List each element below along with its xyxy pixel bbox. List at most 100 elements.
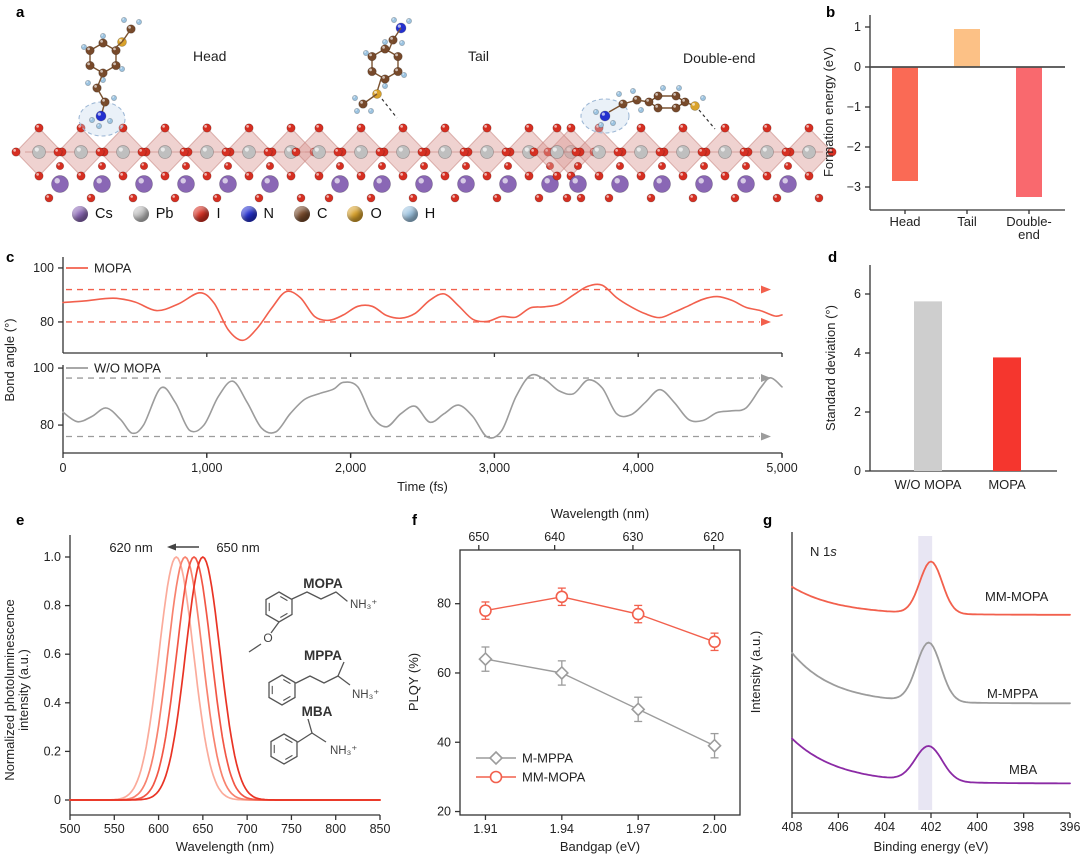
structure-image-tail — [291, 17, 599, 203]
svg-text:1: 1 — [854, 20, 861, 34]
svg-text:0.6: 0.6 — [44, 647, 61, 661]
svg-text:650: 650 — [468, 530, 489, 544]
svg-text:Formation energy (eV): Formation energy (eV) — [821, 47, 836, 177]
structure-label-double-end: Double-end — [683, 50, 756, 66]
svg-text:Head: Head — [889, 214, 920, 229]
panel-label-d: d — [828, 249, 838, 266]
svg-text:W/O MOPA: W/O MOPA — [94, 361, 161, 376]
svg-text:MOPA: MOPA — [94, 261, 132, 276]
svg-text:M-MPPA: M-MPPA — [987, 686, 1038, 701]
panel-label-e: e — [16, 512, 25, 529]
svg-text:N 1s: N 1s — [810, 544, 837, 559]
svg-text:6: 6 — [854, 287, 861, 301]
svg-text:Time (fs): Time (fs) — [397, 479, 448, 494]
svg-text:100: 100 — [33, 361, 54, 375]
svg-text:404: 404 — [874, 820, 895, 834]
atom-legend-item-o: O — [347, 206, 382, 222]
svg-text:Bond angle (°): Bond angle (°) — [2, 318, 17, 401]
svg-text:NH₃⁺: NH₃⁺ — [350, 599, 377, 611]
panel-label-c: c — [6, 249, 15, 266]
svg-text:Bandgap (eV): Bandgap (eV) — [560, 839, 640, 854]
atom-sphere-pb-icon — [132, 206, 149, 222]
svg-text:MOPA: MOPA — [988, 477, 1026, 492]
atom-sphere-cs-icon — [72, 206, 88, 222]
svg-text:4: 4 — [854, 346, 861, 360]
atom-symbol: O — [370, 206, 382, 222]
atom-symbol: H — [424, 206, 436, 222]
svg-text:−1: −1 — [847, 100, 861, 114]
atom-legend: Cs Pb I N C O H — [72, 206, 435, 222]
svg-text:MPPA: MPPA — [304, 648, 342, 663]
svg-text:40: 40 — [437, 735, 451, 749]
svg-text:2: 2 — [854, 405, 861, 419]
svg-text:620: 620 — [703, 530, 724, 544]
atom-legend-item-c: C — [294, 206, 327, 222]
svg-text:NH₃⁺: NH₃⁺ — [352, 689, 379, 701]
atom-symbol: Cs — [95, 206, 113, 222]
atom-sphere-o-icon — [347, 206, 364, 222]
svg-text:80: 80 — [40, 418, 54, 432]
svg-text:MBA: MBA — [302, 704, 333, 719]
svg-text:60: 60 — [437, 666, 451, 680]
svg-text:630: 630 — [622, 530, 643, 544]
svg-text:850: 850 — [370, 822, 391, 836]
svg-text:0: 0 — [54, 793, 61, 807]
atom-legend-item-i: I — [193, 206, 221, 222]
svg-text:Wavelength (nm): Wavelength (nm) — [551, 506, 650, 521]
svg-text:0.4: 0.4 — [44, 696, 61, 710]
svg-text:1.0: 1.0 — [44, 550, 61, 564]
atom-legend-item-pb: Pb — [132, 206, 174, 222]
svg-text:80: 80 — [40, 315, 54, 329]
atom-symbol: Pb — [155, 206, 174, 222]
svg-text:402: 402 — [921, 820, 942, 834]
svg-text:intensity (a.u.): intensity (a.u.) — [16, 649, 31, 731]
atom-sphere-h-icon — [401, 206, 418, 222]
chart-bond-angle: 100 80 MOPA 100 80 W/O MOPA 0 1,000 2,000 3,000 4,… — [2, 257, 798, 494]
structure-image-head — [11, 17, 319, 203]
structure-image-double-end — [529, 85, 837, 203]
svg-text:1,000: 1,000 — [191, 461, 222, 475]
atom-legend-item-n: N — [240, 206, 274, 222]
svg-text:640: 640 — [544, 530, 565, 544]
svg-text:20: 20 — [437, 805, 451, 819]
atom-sphere-n-icon — [240, 206, 257, 222]
svg-text:650: 650 — [192, 822, 213, 836]
chart-plqy: 1.91 1.94 1.97 2.00 650 640 630 620 Wavelength (… — [406, 506, 741, 854]
panel-label-b: b — [826, 4, 836, 21]
atom-legend-item-h: H — [401, 206, 436, 222]
svg-text:Double-: Double- — [1006, 214, 1052, 229]
chart-photoluminescence: 0 0.2 0.4 0.6 0.8 1.0 500 550 600 650 700 750 800 850… — [2, 535, 391, 854]
svg-text:−2: −2 — [847, 140, 861, 154]
svg-text:0: 0 — [854, 60, 861, 74]
svg-text:3,000: 3,000 — [479, 461, 510, 475]
panel-label-f: f — [412, 512, 417, 529]
svg-text:0.2: 0.2 — [44, 744, 61, 758]
svg-text:750: 750 — [281, 822, 302, 836]
svg-text:396: 396 — [1060, 820, 1080, 834]
svg-text:100: 100 — [33, 261, 54, 275]
svg-text:0: 0 — [854, 464, 861, 478]
svg-text:2.00: 2.00 — [702, 822, 726, 836]
panel-label-a: a — [16, 4, 25, 21]
svg-text:Standard deviation (°): Standard deviation (°) — [823, 305, 838, 431]
atom-sphere-c-icon — [294, 206, 310, 222]
atom-symbol: C — [317, 206, 328, 222]
structure-label-head: Head — [193, 48, 227, 64]
svg-text:1.94: 1.94 — [550, 822, 574, 836]
svg-text:2,000: 2,000 — [335, 461, 366, 475]
atom-symbol: N — [263, 206, 274, 222]
svg-text:80: 80 — [437, 597, 451, 611]
svg-text:0: 0 — [60, 461, 67, 475]
svg-text:500: 500 — [60, 822, 81, 836]
svg-text:0.8: 0.8 — [44, 599, 61, 613]
svg-text:4,000: 4,000 — [623, 461, 654, 475]
svg-text:1.97: 1.97 — [626, 822, 650, 836]
svg-text:1.91: 1.91 — [473, 822, 497, 836]
svg-text:398: 398 — [1013, 820, 1034, 834]
svg-text:408: 408 — [782, 820, 803, 834]
panel-label-g: g — [763, 512, 773, 529]
svg-text:NH₃⁺: NH₃⁺ — [330, 745, 357, 757]
svg-text:O: O — [263, 631, 272, 645]
chart-formation-energy: 1 0 −1 −2 −3 Head Tail Double-end Formation ener… — [821, 15, 1065, 242]
